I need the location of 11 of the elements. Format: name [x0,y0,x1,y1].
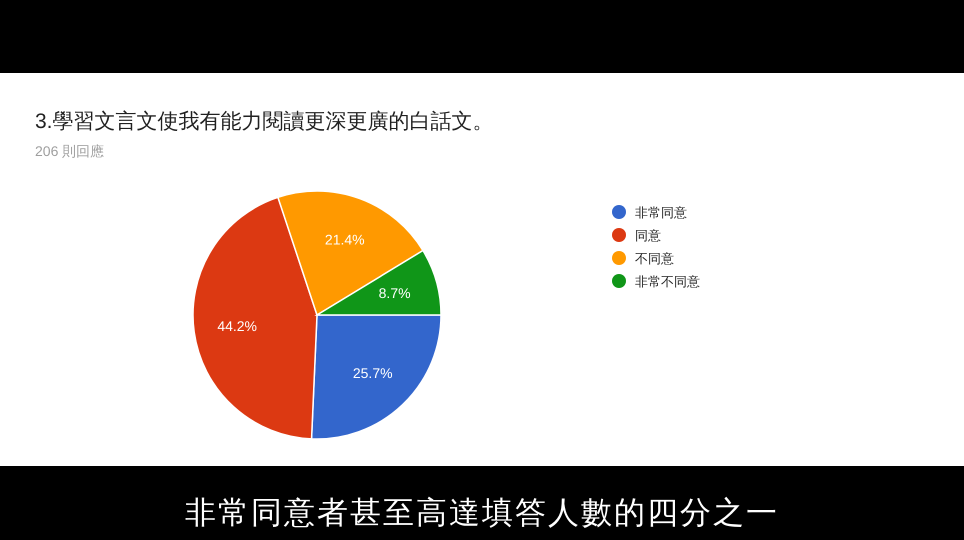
text: 206 則回應 [35,143,104,159]
data-label: 21.4% [324,231,365,248]
legend-label: 不同意 [635,251,674,266]
data-label: 8.7% [378,285,411,302]
data-label: 25.7% [352,365,393,382]
legend-label: 同意 [635,228,661,243]
legend-label: 非常不同意 [635,274,700,289]
chart-title: 3.學習文言文使我有能力閱讀更深更廣的白話文。 [35,110,494,133]
text: 非常同意者甚至高達填答人數的四分之一 [185,495,779,530]
data-label: 44.2% [217,318,258,334]
legend-label: 非常同意 [635,205,687,220]
